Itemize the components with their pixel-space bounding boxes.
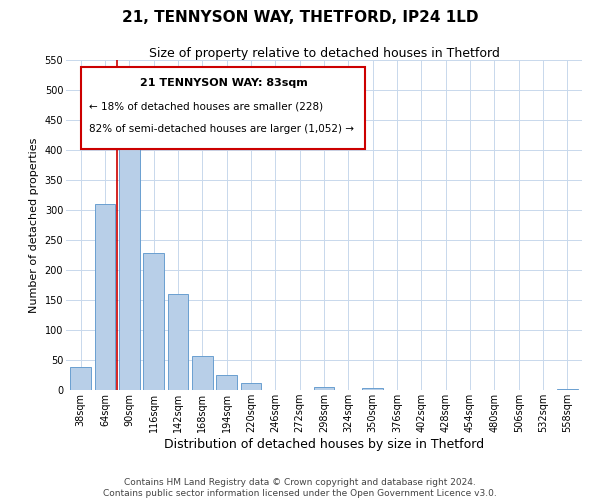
X-axis label: Distribution of detached houses by size in Thetford: Distribution of detached houses by size … (164, 438, 484, 451)
Text: 82% of semi-detached houses are larger (1,052) →: 82% of semi-detached houses are larger (… (89, 124, 354, 134)
Bar (362, 388, 383, 390)
Bar (167, 294, 188, 390)
Bar (95, 204, 115, 390)
FancyBboxPatch shape (82, 66, 365, 149)
Bar (557, 389, 578, 390)
Bar (70, 367, 91, 390)
Bar (192, 356, 212, 390)
Text: 21, TENNYSON WAY, THETFORD, IP24 1LD: 21, TENNYSON WAY, THETFORD, IP24 1LD (122, 10, 478, 25)
Y-axis label: Number of detached properties: Number of detached properties (29, 138, 39, 312)
Text: Contains HM Land Registry data © Crown copyright and database right 2024.
Contai: Contains HM Land Registry data © Crown c… (103, 478, 497, 498)
Bar (143, 253, 164, 390)
Bar (216, 375, 237, 390)
Text: ← 18% of detached houses are smaller (228): ← 18% of detached houses are smaller (22… (89, 101, 323, 112)
Text: 21 TENNYSON WAY: 83sqm: 21 TENNYSON WAY: 83sqm (140, 78, 307, 88)
Bar (241, 383, 262, 390)
Bar (119, 115, 140, 390)
Title: Size of property relative to detached houses in Thetford: Size of property relative to detached ho… (149, 47, 499, 60)
Bar (314, 387, 334, 390)
